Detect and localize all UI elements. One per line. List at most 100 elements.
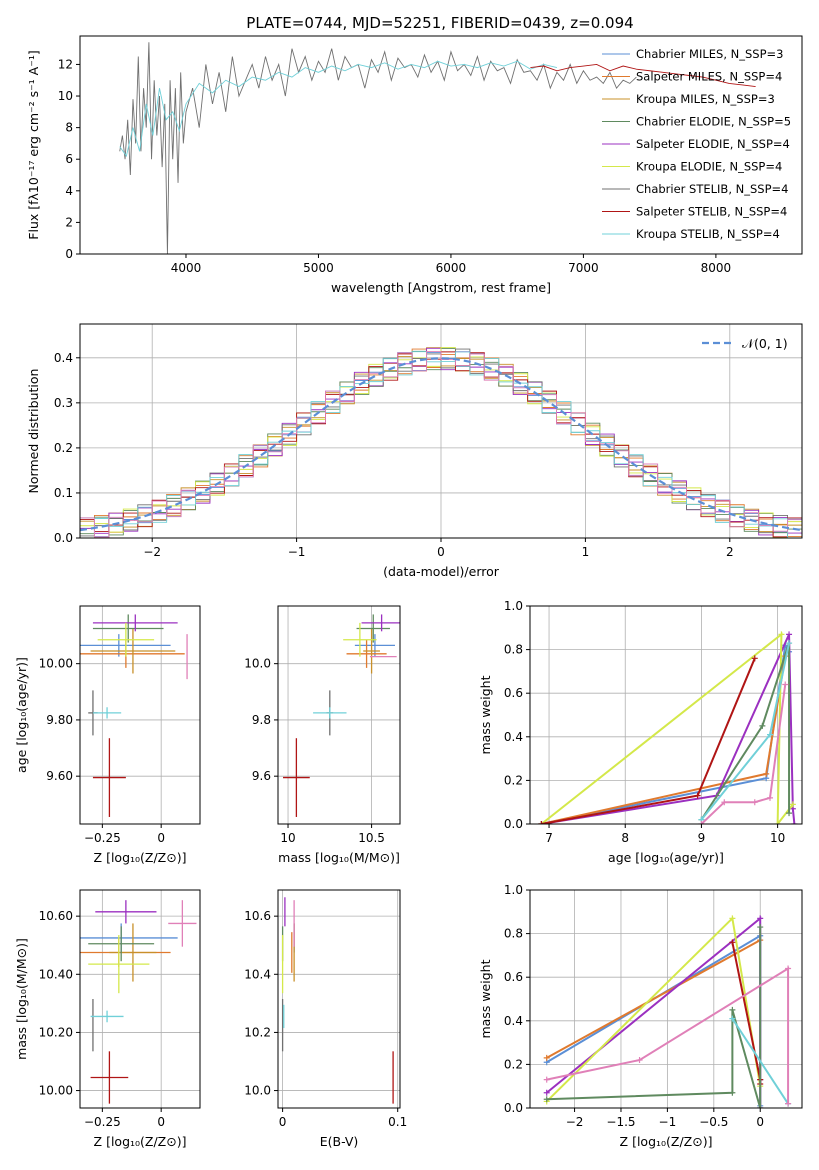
axes-frame bbox=[529, 605, 803, 825]
plot-area bbox=[281, 897, 394, 1104]
x-tick-label: −1.5 bbox=[606, 1115, 635, 1129]
weight-marker bbox=[721, 799, 728, 806]
x-tick-label: 5000 bbox=[303, 261, 334, 275]
weight-marker bbox=[785, 965, 792, 972]
x-axis-label: age [log₁₀(age/yr)] bbox=[608, 850, 724, 865]
weight-line-2 bbox=[546, 916, 762, 1108]
x-axis-label: Z [log₁₀(Z/Z⊙)] bbox=[94, 850, 187, 865]
legend-entry: Chabrier STELIB, N_SSP=4 bbox=[636, 182, 788, 196]
x-tick-label: 7 bbox=[545, 831, 553, 845]
y-tick-label: 9.80 bbox=[46, 713, 73, 727]
y-tick-label: 0.0 bbox=[54, 531, 73, 545]
spectrum-panel: 4000 5000 6000 7000 8000 0 2 4 6 8 10 12 wavelength … bbox=[26, 35, 803, 295]
mass-vs-ebv-panel: 0 0.1 10.0 10.2 10.4 10.6 E(B-V) bbox=[244, 889, 407, 1149]
legend-entry: Chabrier MILES, N_SSP=3 bbox=[636, 47, 783, 61]
y-tick-label: 2 bbox=[65, 215, 73, 229]
y-axis-label: mass weight bbox=[478, 959, 493, 1038]
legend-entry: Salpeter ELODIE, N_SSP=4 bbox=[636, 137, 790, 151]
x-tick-label: 4000 bbox=[171, 261, 202, 275]
weight-marker bbox=[789, 801, 796, 808]
y-tick-label: 10 bbox=[58, 89, 73, 103]
axes-frame bbox=[529, 889, 803, 1109]
y-tick-label: 10.00 bbox=[39, 1084, 73, 1098]
y-tick-label: 0 bbox=[65, 247, 73, 261]
x-tick-label: 7000 bbox=[568, 261, 599, 275]
weight-marker bbox=[543, 1054, 550, 1061]
weight-marker bbox=[751, 655, 758, 662]
x-axis-label: Z [log₁₀(Z/Z⊙)] bbox=[94, 1134, 187, 1149]
y-tick-label: 0.4 bbox=[504, 1014, 523, 1028]
y-tick-label: 10.40 bbox=[39, 967, 73, 981]
y-tick-label: 10.2 bbox=[244, 1025, 271, 1039]
y-tick-label: 9.6 bbox=[252, 769, 271, 783]
x-tick-label: −1 bbox=[659, 1115, 677, 1129]
mass-weight-vs-age-panel: 7 8 9 10 0.0 0.2 0.4 0.6 0.8 1.0 age [log₁₀(age/yr… bbox=[478, 599, 803, 865]
weight-marker bbox=[751, 799, 758, 806]
x-axis-label: wavelength [Angstrom, rest frame] bbox=[331, 280, 551, 295]
y-tick-label: 4 bbox=[65, 184, 73, 198]
weight-marker bbox=[786, 640, 793, 647]
plot-area bbox=[80, 614, 188, 817]
y-tick-label: 10.00 bbox=[39, 657, 73, 671]
legend-entry: Kroupa STELIB, N_SSP=4 bbox=[636, 227, 780, 241]
y-tick-label: 9.8 bbox=[252, 713, 271, 727]
y-tick-label: 1.0 bbox=[504, 599, 523, 613]
y-tick-label: 0.3 bbox=[54, 396, 73, 410]
x-tick-label: −2 bbox=[566, 1115, 584, 1129]
weight-marker bbox=[543, 1076, 550, 1083]
x-tick-label: −0.25 bbox=[84, 831, 121, 845]
plot-area bbox=[119, 42, 756, 254]
x-tick-label: −1 bbox=[288, 545, 306, 559]
y-tick-label: 0.6 bbox=[504, 686, 523, 700]
legend-entry: 𝒩(0, 1) bbox=[742, 336, 788, 351]
y-tick-label: 10.60 bbox=[39, 909, 73, 923]
y-tick-label: 0.8 bbox=[504, 927, 523, 941]
weight-line-3 bbox=[546, 916, 762, 1103]
x-tick-label: −2 bbox=[143, 545, 161, 559]
y-tick-label: 10.4 bbox=[244, 967, 271, 981]
age-vs-metallicity-panel: −0.25 0 9.60 9.80 10.00 Z [log₁₀(Z/Z⊙)] age [l… bbox=[14, 605, 201, 865]
axes-frame bbox=[277, 605, 401, 825]
x-tick-label: −0.25 bbox=[84, 1115, 121, 1129]
weight-marker bbox=[786, 810, 793, 817]
legend-entry: Kroupa ELODIE, N_SSP=4 bbox=[636, 160, 782, 174]
axes-frame bbox=[277, 889, 401, 1109]
weight-marker bbox=[757, 915, 764, 922]
plot-area bbox=[80, 900, 197, 1104]
weight-marker bbox=[774, 821, 781, 824]
legend-entry: Chabrier ELODIE, N_SSP=5 bbox=[636, 115, 791, 129]
mass-weight-vs-metallicity-panel: −2 −1.5 −1 −0.5 0 0.0 0.2 0.4 0.6 0.8 1.0 Z [log₁₀(… bbox=[478, 883, 803, 1149]
weight-marker bbox=[543, 1089, 550, 1096]
weight-marker bbox=[729, 1089, 736, 1096]
y-tick-label: 0.2 bbox=[54, 441, 73, 455]
axes-frame bbox=[79, 605, 201, 825]
y-tick-label: 10.20 bbox=[39, 1025, 73, 1039]
y-tick-label: 0.4 bbox=[504, 730, 523, 744]
plot-area bbox=[543, 915, 792, 1108]
weight-marker bbox=[636, 1057, 643, 1064]
weight-marker bbox=[767, 731, 773, 738]
x-tick-label: 6000 bbox=[436, 261, 467, 275]
x-tick-label: 0.1 bbox=[388, 1115, 407, 1129]
x-tick-label: −0.5 bbox=[699, 1115, 728, 1129]
y-axis-label: mass [log₁₀(M/M⊙)] bbox=[14, 938, 29, 1060]
mass-vs-metallicity-panel: −0.25 0 10.00 10.20 10.40 10.60 Z [log₁₀(Z/Z⊙)… bbox=[14, 889, 201, 1149]
weight-line-1 bbox=[546, 939, 761, 1059]
axes-frame bbox=[79, 35, 803, 255]
figure-title: PLATE=0744, MJD=52251, FIBERID=0439, z=0… bbox=[246, 14, 633, 32]
spectrum-line-1 bbox=[119, 60, 558, 158]
weight-marker bbox=[729, 1006, 736, 1013]
legend-entry: Salpeter STELIB, N_SSP=4 bbox=[636, 205, 787, 219]
x-axis-label: (data-model)/error bbox=[383, 564, 500, 579]
histogram-step-6 bbox=[80, 348, 802, 538]
x-tick-label: 10 bbox=[770, 831, 785, 845]
y-tick-label: 0.1 bbox=[54, 486, 73, 500]
weight-marker bbox=[543, 1096, 550, 1103]
weight-line-6 bbox=[731, 1018, 789, 1105]
x-tick-label: 2 bbox=[726, 545, 734, 559]
legend-entry: Salpeter MILES, N_SSP=4 bbox=[636, 70, 782, 84]
weight-marker bbox=[698, 821, 705, 824]
spectrum-line-2 bbox=[530, 63, 756, 87]
weight-marker bbox=[763, 770, 770, 777]
x-axis-label: mass [log₁₀(M/M⊙)] bbox=[278, 850, 400, 865]
